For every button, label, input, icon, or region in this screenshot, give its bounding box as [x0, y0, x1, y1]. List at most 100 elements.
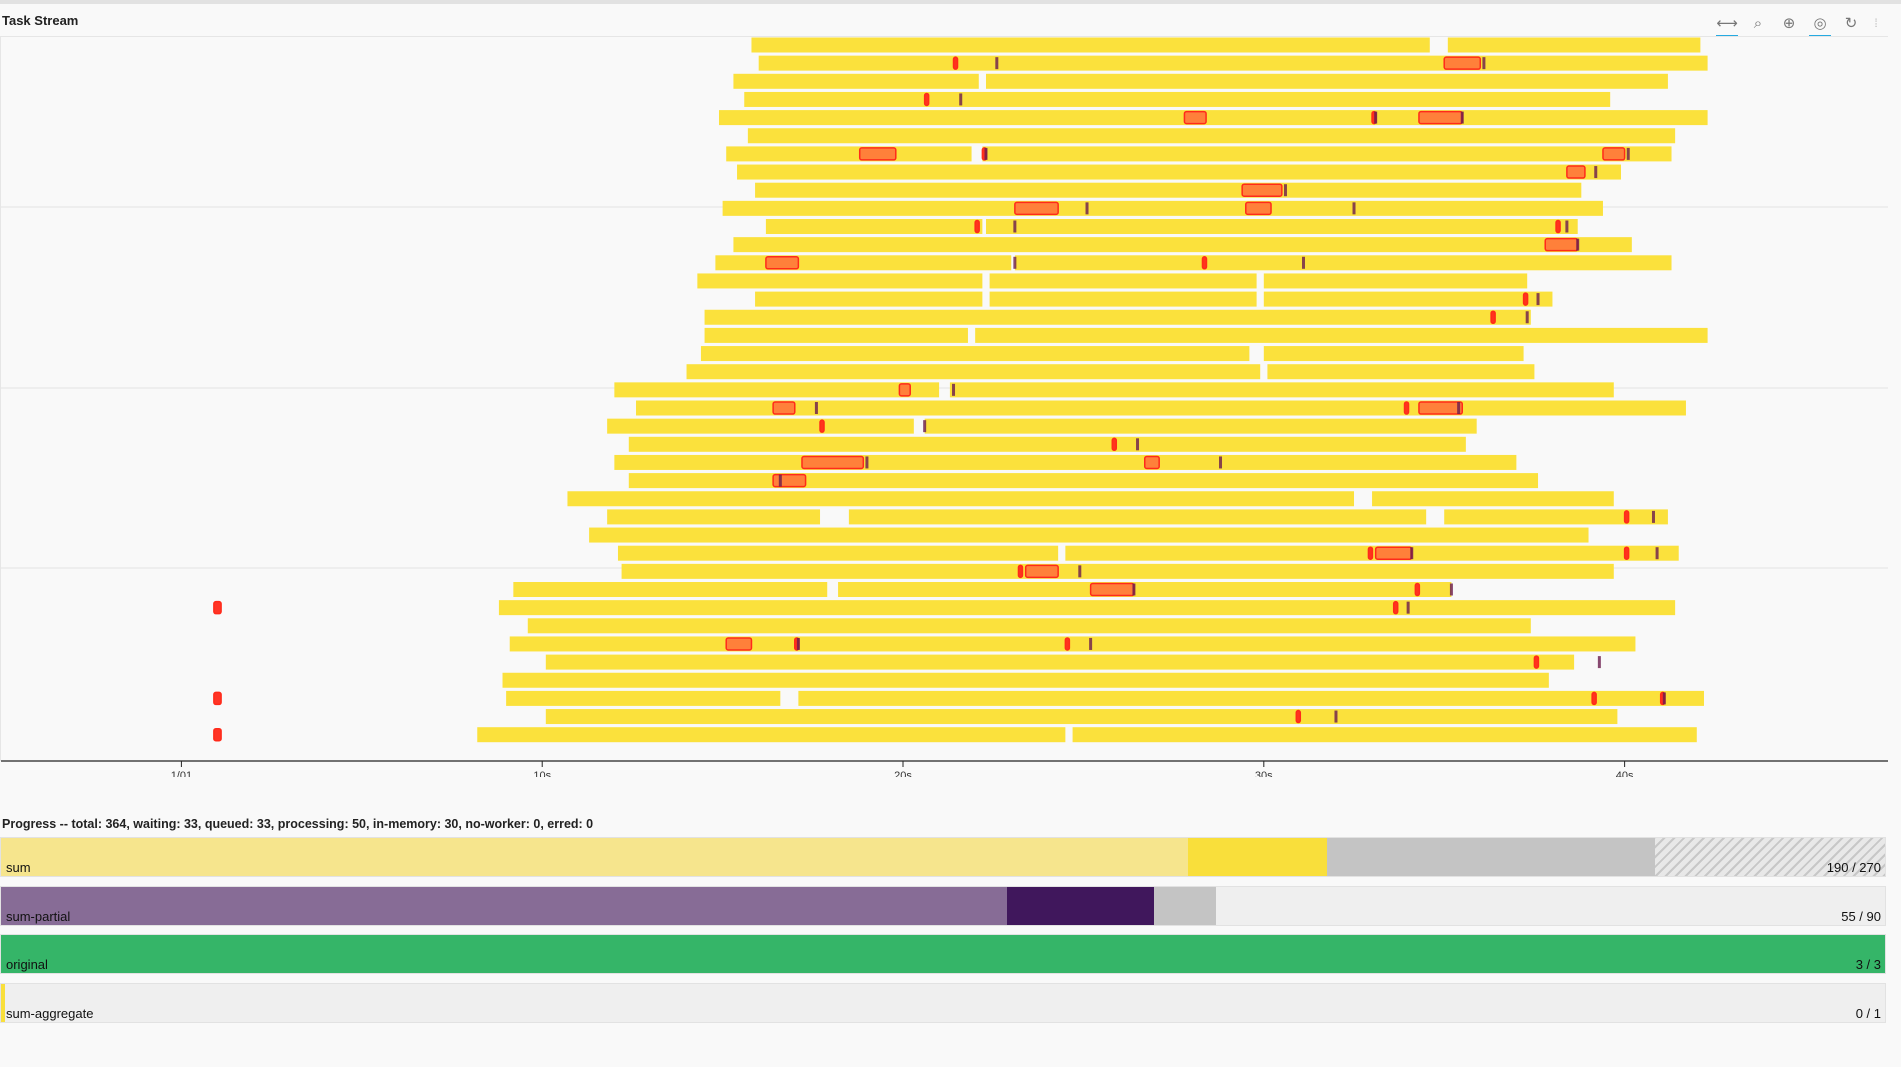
disk-mark: [1085, 202, 1089, 215]
progress-segment: [1, 935, 1885, 973]
task-bar: [744, 91, 1611, 107]
wheel-zoom-active-icon[interactable]: ◎: [1807, 10, 1833, 37]
x-axis-tick-label: 10s: [533, 770, 551, 777]
task-bar: [1014, 255, 1672, 271]
progress-segment: [1655, 838, 1885, 876]
transfer-mark: [1522, 292, 1529, 306]
box-zoom-icon[interactable]: ⌕: [1753, 14, 1763, 32]
disk-mark: [1457, 402, 1461, 414]
task-bar: [628, 436, 1466, 452]
task-bar: [737, 164, 1622, 180]
disk-mark: [1482, 57, 1486, 70]
reset-icon[interactable]: ↻: [1844, 15, 1858, 32]
task-bar: [513, 582, 828, 597]
task-bar: [755, 182, 1582, 198]
progress-bar-count: 3 / 3: [1855, 957, 1881, 972]
disk-mark: [1449, 583, 1453, 596]
task-bar: [1372, 491, 1614, 507]
disk-mark: [1597, 656, 1601, 669]
transfer-mark: [1367, 546, 1374, 560]
transfer-mark: [1418, 401, 1464, 415]
transfer-mark: [1403, 401, 1410, 415]
task-bar: [949, 382, 1614, 398]
transfer-mark: [1533, 655, 1540, 669]
task-bar: [621, 563, 1614, 579]
task-bar: [1263, 346, 1524, 362]
transfer-mark: [1443, 56, 1482, 70]
transfer-mark: [1089, 582, 1135, 597]
task-bar: [607, 418, 914, 434]
top-border: [0, 0, 1901, 4]
transfer-mark: [213, 727, 222, 742]
transfer-mark: [1374, 546, 1413, 560]
transfer-mark: [1544, 237, 1579, 252]
disk-mark: [1662, 692, 1666, 705]
disk-mark: [1576, 238, 1580, 251]
transfer-mark: [725, 637, 753, 651]
progress-bar-sum-aggregate[interactable]: sum-aggregate 0 / 1: [0, 983, 1886, 1023]
task-bar: [614, 454, 1517, 470]
task-bar: [502, 672, 1549, 688]
task-stream-plot[interactable]: 1/01 10s 20s 30s 40s: [0, 36, 1888, 777]
progress-segment: [1007, 887, 1154, 925]
task-bar: [1267, 364, 1535, 380]
disk-mark: [1283, 184, 1287, 197]
task-bar: [614, 382, 940, 398]
task-bar: [1444, 509, 1668, 525]
task-bar: [985, 219, 1578, 234]
task-bar: [509, 636, 1636, 652]
transfer-mark: [1566, 165, 1586, 179]
transfer-mark: [1241, 183, 1283, 197]
transfer-mark: [772, 473, 807, 488]
pan-icon[interactable]: ⟷: [1714, 10, 1740, 37]
x-axis-tick-label: 20s: [894, 770, 912, 777]
disk-mark: [959, 93, 963, 106]
task-bar: [607, 509, 821, 525]
transfer-mark: [923, 92, 930, 107]
disk-mark: [796, 637, 800, 650]
disk-mark: [1651, 510, 1655, 523]
transfer-mark: [1623, 510, 1630, 524]
progress-segment: [1, 984, 5, 1022]
task-bar: [545, 654, 1575, 670]
task-bar: [798, 690, 1704, 706]
disk-mark: [1374, 111, 1378, 124]
x-axis-tick-label: 1/01: [171, 770, 192, 777]
task-bar: [747, 128, 1676, 144]
plot-toolbar: ⟷ ⌕ ⊕ ◎ ↻ ⁞: [1714, 10, 1900, 37]
disk-mark: [814, 402, 818, 414]
task-bar: [715, 255, 1012, 271]
transfer-mark: [1591, 691, 1597, 706]
progress-bar-count: 55 / 90: [1841, 909, 1881, 924]
task-bar: [686, 364, 1261, 380]
progress-bar-sum-partial[interactable]: sum-partial 55 / 90: [0, 886, 1886, 926]
disk-mark: [1626, 147, 1630, 160]
transfer-mark: [952, 56, 959, 70]
progress-bar-sum[interactable]: sum 190 / 270: [0, 837, 1886, 877]
disk-mark: [1078, 565, 1082, 578]
task-bar: [722, 200, 1603, 216]
progress-bar-count: 0 / 1: [1855, 1006, 1881, 1021]
progress-bar-label: sum: [6, 860, 31, 875]
task-bar: [985, 73, 1668, 89]
task-bar: [1072, 727, 1697, 743]
task-bar: [628, 473, 1539, 489]
disk-mark: [1406, 601, 1410, 614]
disk-mark: [1334, 710, 1338, 723]
progress-segment: [1327, 838, 1656, 876]
task-bar: [838, 582, 1452, 597]
disk-mark: [1655, 547, 1659, 560]
task-bar: [848, 509, 1427, 525]
disk-mark: [1013, 220, 1017, 233]
task-bar: [1447, 37, 1701, 53]
task-bar: [477, 727, 1066, 743]
task-bar: [589, 527, 1589, 543]
transfer-mark: [1623, 546, 1630, 560]
x-axis-tick-label: 30s: [1255, 770, 1273, 777]
wheel-zoom-icon[interactable]: ⊕: [1782, 15, 1796, 32]
transfer-mark: [1602, 147, 1626, 161]
task-bar: [498, 600, 1676, 616]
progress-bar-original[interactable]: original 3 / 3: [0, 934, 1886, 974]
transfer-mark: [898, 383, 911, 397]
disk-mark: [995, 57, 999, 70]
